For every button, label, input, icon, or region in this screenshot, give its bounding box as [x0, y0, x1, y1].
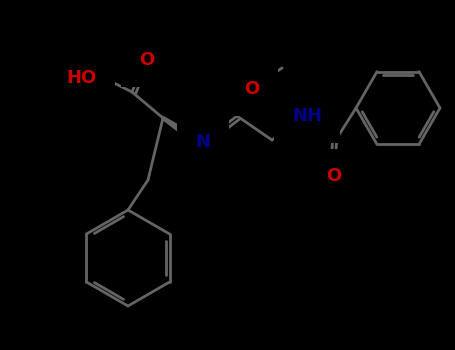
Text: HO: HO	[67, 69, 97, 87]
Text: N: N	[196, 133, 211, 151]
Text: NH: NH	[292, 107, 322, 125]
Text: O: O	[244, 80, 260, 98]
Text: O: O	[326, 167, 342, 185]
Text: O: O	[139, 51, 155, 69]
